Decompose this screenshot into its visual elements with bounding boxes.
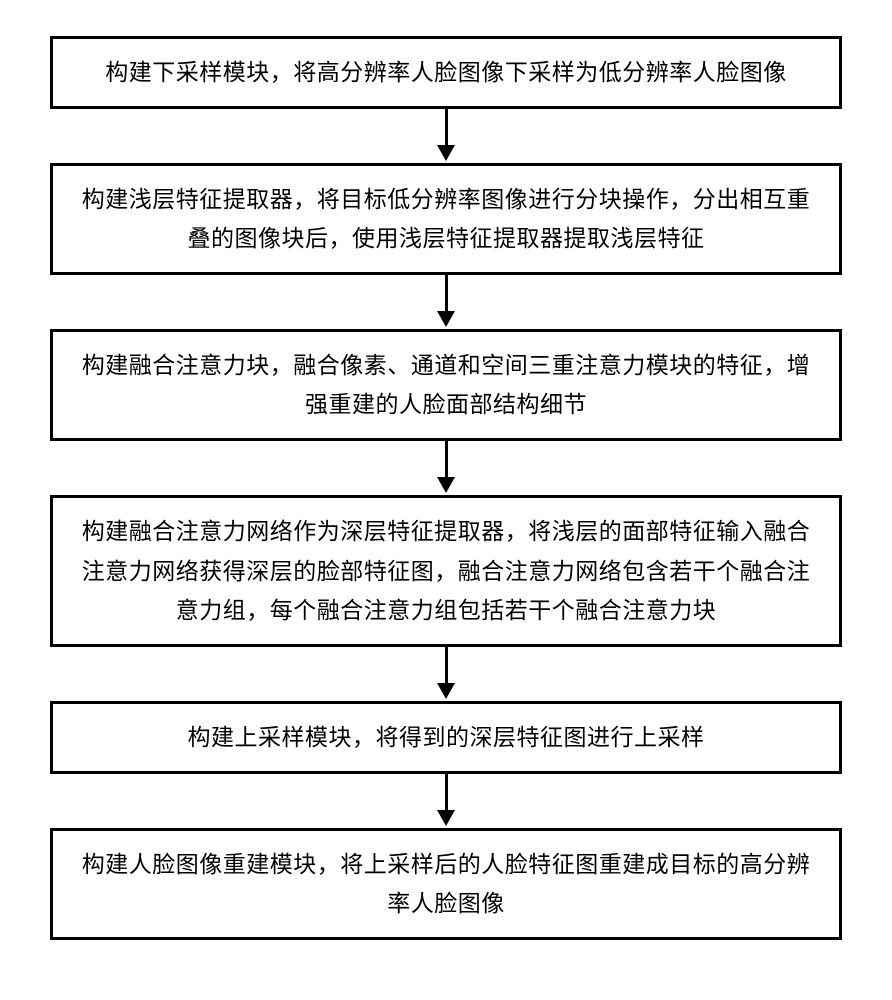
flow-step-4: 构建融合注意力网络作为深层特征提取器，将浅层的面部特征输入融合注意力网络获得深层… bbox=[50, 495, 842, 646]
flow-step-6-text: 构建人脸图像重建模块，将上采样后的人脸特征图重建成目标的高分辨率人脸图像 bbox=[75, 845, 817, 923]
flow-step-1: 构建下采样模块，将高分辨率人脸图像下采样为低分辨率人脸图像 bbox=[50, 36, 842, 109]
flow-step-2-text: 构建浅层特征提取器，将目标低分辨率图像进行分块操作，分出相互重叠的图像块后，使用… bbox=[75, 180, 817, 258]
arrow-2-3 bbox=[437, 275, 455, 329]
flow-step-1-text: 构建下采样模块，将高分辨率人脸图像下采样为低分辨率人脸图像 bbox=[105, 53, 787, 92]
flow-step-2: 构建浅层特征提取器，将目标低分辨率图像进行分块操作，分出相互重叠的图像块后，使用… bbox=[50, 163, 842, 275]
flow-step-5-text: 构建上采样模块，将得到的深层特征图进行上采样 bbox=[188, 718, 705, 757]
flowchart-container: 构建下采样模块，将高分辨率人脸图像下采样为低分辨率人脸图像 构建浅层特征提取器，… bbox=[0, 0, 892, 970]
flow-step-4-text: 构建融合注意力网络作为深层特征提取器，将浅层的面部特征输入融合注意力网络获得深层… bbox=[75, 512, 817, 629]
flow-step-5: 构建上采样模块，将得到的深层特征图进行上采样 bbox=[50, 701, 842, 774]
flow-step-6: 构建人脸图像重建模块，将上采样后的人脸特征图重建成目标的高分辨率人脸图像 bbox=[50, 828, 842, 940]
arrow-1-2 bbox=[437, 109, 455, 163]
arrow-4-5 bbox=[437, 647, 455, 701]
flow-step-3: 构建融合注意力块，融合像素、通道和空间三重注意力模块的特征，增强重建的人脸面部结… bbox=[50, 329, 842, 441]
arrow-5-6 bbox=[437, 774, 455, 828]
arrow-3-4 bbox=[437, 441, 455, 495]
flow-step-3-text: 构建融合注意力块，融合像素、通道和空间三重注意力模块的特征，增强重建的人脸面部结… bbox=[75, 346, 817, 424]
